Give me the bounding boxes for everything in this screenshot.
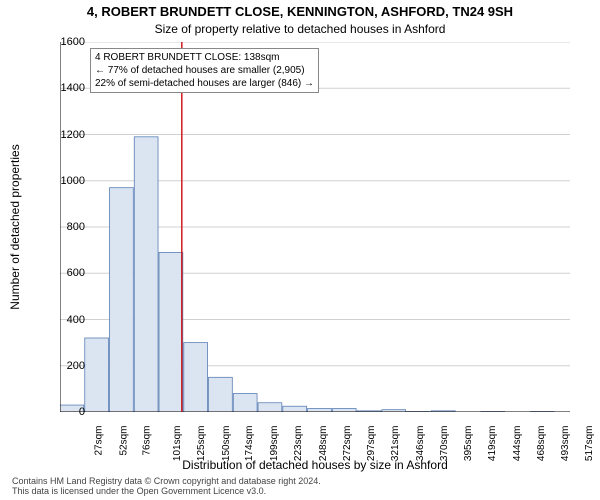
x-tick-label: 52sqm (118, 426, 129, 456)
histogram-plot (60, 42, 570, 412)
y-tick-label: 1600 (45, 36, 85, 48)
x-tick-label: 321sqm (390, 426, 401, 462)
x-tick-label: 517sqm (584, 426, 595, 462)
x-tick-label: 493sqm (560, 426, 571, 462)
y-axis-label: Number of detached properties (8, 42, 24, 412)
chart-title-line1: 4, ROBERT BRUNDETT CLOSE, KENNINGTON, AS… (0, 4, 600, 19)
x-tick-label: 76sqm (142, 426, 153, 456)
x-tick-label: 27sqm (93, 426, 104, 456)
y-tick-label: 1000 (45, 175, 85, 187)
x-tick-label: 223sqm (293, 426, 304, 462)
x-tick-label: 174sqm (245, 426, 256, 462)
y-tick-label: 800 (45, 221, 85, 233)
y-tick-label: 400 (45, 314, 85, 326)
x-tick-label: 297sqm (366, 426, 377, 462)
x-axis-label: Distribution of detached houses by size … (60, 458, 570, 472)
x-tick-label: 395sqm (463, 426, 474, 462)
y-tick-label: 200 (45, 360, 85, 372)
y-tick-label: 1400 (45, 82, 85, 94)
x-tick-label: 419sqm (487, 426, 498, 462)
y-tick-label: 600 (45, 267, 85, 279)
page-root: 4, ROBERT BRUNDETT CLOSE, KENNINGTON, AS… (0, 0, 600, 500)
x-tick-label: 272sqm (342, 426, 353, 462)
x-tick-label: 101sqm (172, 426, 183, 462)
x-tick-label: 346sqm (415, 426, 426, 462)
y-tick-label: 0 (45, 406, 85, 418)
x-tick-label: 370sqm (439, 426, 450, 462)
footer-line2: This data is licensed under the Open Gov… (12, 487, 321, 497)
x-tick-label: 199sqm (269, 426, 280, 462)
chart-area: 4 ROBERT BRUNDETT CLOSE: 138sqm ← 77% of… (60, 42, 570, 412)
footer-attribution: Contains HM Land Registry data © Crown c… (12, 477, 321, 497)
x-tick-label: 468sqm (536, 426, 547, 462)
x-tick-label: 125sqm (196, 426, 207, 462)
x-tick-label: 248sqm (318, 426, 329, 462)
x-tick-label: 444sqm (512, 426, 523, 462)
y-tick-label: 1200 (45, 129, 85, 141)
x-tick-label: 150sqm (221, 426, 232, 462)
chart-title-line2: Size of property relative to detached ho… (0, 22, 600, 36)
